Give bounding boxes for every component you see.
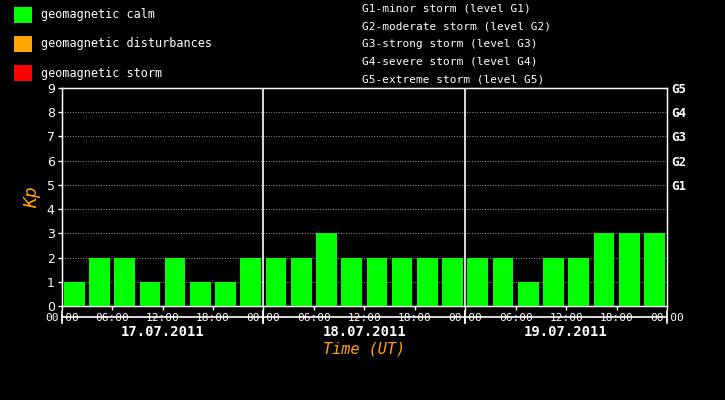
Text: 17.07.2011: 17.07.2011 [120,326,204,339]
Bar [140,282,160,306]
Bar [417,258,438,306]
Text: geomagnetic storm: geomagnetic storm [41,67,162,80]
Bar [190,282,211,306]
Bar [392,258,413,306]
Text: G4-severe storm (level G4): G4-severe storm (level G4) [362,57,538,67]
FancyBboxPatch shape [14,36,32,52]
Bar [115,258,135,306]
Bar [165,258,186,306]
Bar [594,233,614,306]
Bar [341,258,362,306]
Bar [568,258,589,306]
Bar [619,233,639,306]
Bar [215,282,236,306]
FancyBboxPatch shape [14,7,32,22]
Bar [468,258,488,306]
Bar [241,258,261,306]
Bar [265,258,286,306]
Text: 19.07.2011: 19.07.2011 [524,326,608,339]
Text: G2-moderate storm (level G2): G2-moderate storm (level G2) [362,21,552,31]
Text: G5-extreme storm (level G5): G5-extreme storm (level G5) [362,74,544,84]
Bar [291,258,312,306]
Bar [518,282,539,306]
Y-axis label: Kp: Kp [23,186,41,208]
Text: G1-minor storm (level G1): G1-minor storm (level G1) [362,4,531,14]
Bar [442,258,463,306]
Bar [316,233,337,306]
Bar [89,258,109,306]
Text: 18.07.2011: 18.07.2011 [323,326,406,339]
FancyBboxPatch shape [14,66,32,81]
Text: Time (UT): Time (UT) [323,342,405,356]
Text: G3-strong storm (level G3): G3-strong storm (level G3) [362,39,538,49]
Bar [493,258,513,306]
Bar [64,282,85,306]
Text: geomagnetic disturbances: geomagnetic disturbances [41,38,212,50]
Bar [543,258,564,306]
Bar [644,233,665,306]
Text: geomagnetic calm: geomagnetic calm [41,8,154,21]
Bar [367,258,387,306]
